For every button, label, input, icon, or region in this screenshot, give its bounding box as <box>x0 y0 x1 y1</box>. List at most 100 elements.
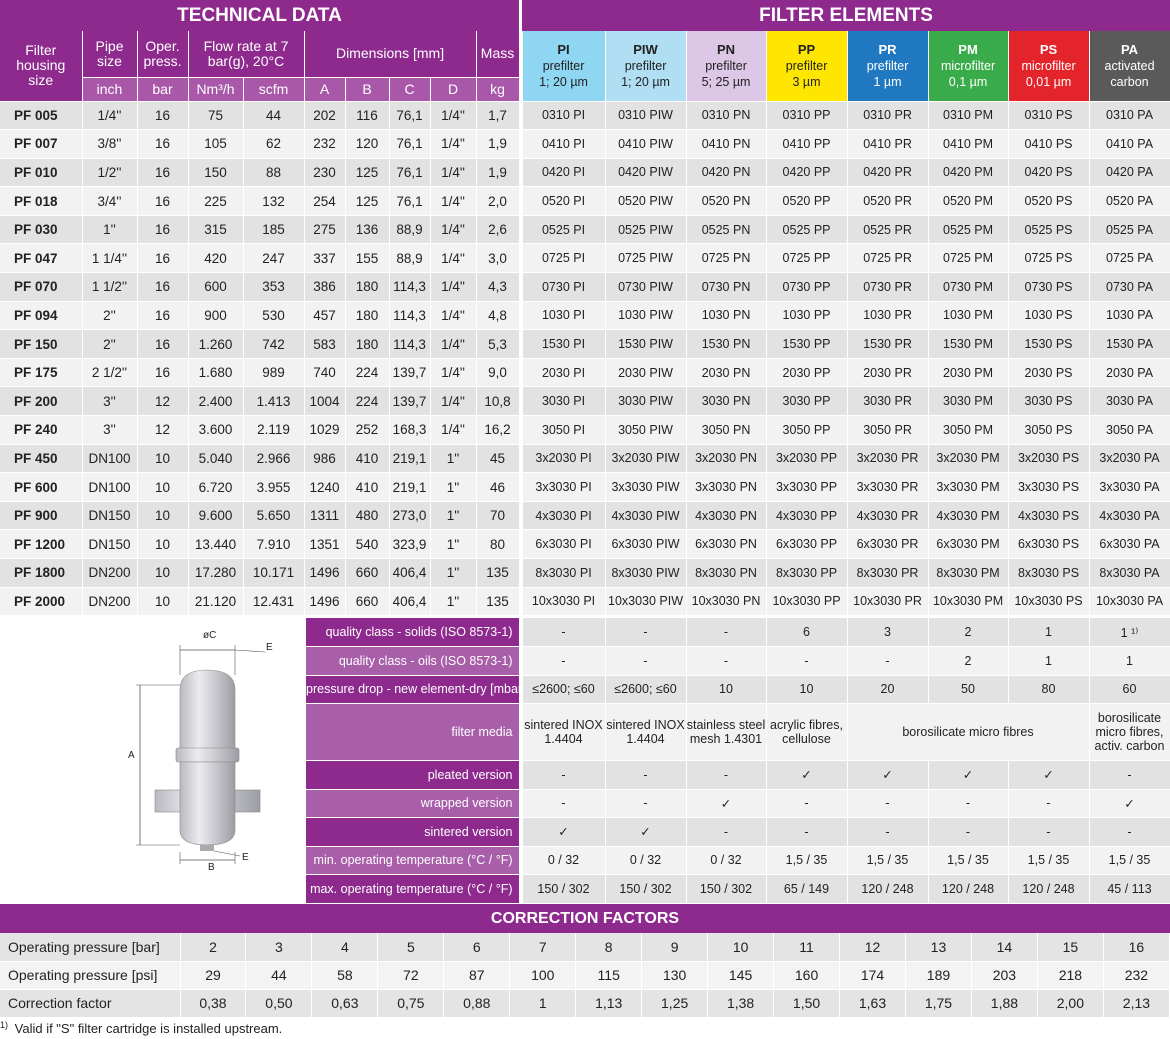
property-value: - <box>766 817 848 847</box>
cell-size: PF 600 <box>0 472 83 502</box>
correction-value: 0,63 <box>311 989 379 1018</box>
correction-value: 13 <box>905 933 972 962</box>
cell-nm3h: 9.600 <box>188 501 244 531</box>
cell-element-pr: 0420 PR <box>847 158 929 188</box>
cell-element-ps: 0730 PS <box>1008 272 1090 302</box>
correction-value: 10 <box>707 933 775 962</box>
cell-element-pi: 3x3030 PI <box>522 472 606 502</box>
property-row: wrapped version - - ✓ - - - - ✓ <box>306 789 1170 818</box>
property-value: - <box>686 760 767 790</box>
cell-element-pi: 3x2030 PI <box>522 444 606 474</box>
property-label: quality class - solids (ISO 8573-1) <box>306 618 520 647</box>
cell-a: 1311 <box>304 501 346 531</box>
cell-c: 76,1 <box>389 158 431 188</box>
label-diameter-c: øC <box>203 630 217 641</box>
cell-press: 16 <box>137 215 189 245</box>
cell-size: PF 175 <box>0 358 83 388</box>
correction-value: 1 <box>509 989 577 1018</box>
label-e-top: E <box>266 642 273 653</box>
cell-size: PF 018 <box>0 186 83 216</box>
cell-element-ps: 0310 PS <box>1008 101 1090 131</box>
cell-element-pp: 0520 PP <box>766 186 848 216</box>
cell-element-pp: 4x3030 PP <box>766 501 848 531</box>
cell-scfm: 247 <box>243 243 305 274</box>
cell-pipe: DN200 <box>82 587 138 617</box>
cell-scfm: 3.955 <box>243 472 305 502</box>
cell-element-pa: 2030 PA <box>1089 358 1170 388</box>
cell-element-pm: 10x3030 PM <box>928 587 1009 617</box>
cell-press: 10 <box>137 529 189 559</box>
cell-c: 406,4 <box>389 558 431 588</box>
cell-nm3h: 900 <box>188 301 244 331</box>
cell-element-pa: 8x3030 PA <box>1089 558 1170 588</box>
correction-value: 0,75 <box>377 989 445 1018</box>
cell-element-pp: 1030 PP <box>766 301 848 331</box>
cell-mass: 1,7 <box>476 101 520 131</box>
cell-a: 275 <box>304 215 346 245</box>
property-value: - <box>605 789 687 818</box>
cell-element-ps: 4x3030 PS <box>1008 501 1090 531</box>
property-value: 45 / 113 <box>1089 874 1170 904</box>
filter-housing-diagram: øC E A B E <box>100 630 310 880</box>
cell-element-ps: 3030 PS <box>1008 386 1090 417</box>
cell-element-pa: 10x3030 PA <box>1089 587 1170 617</box>
cell-c: 76,1 <box>389 186 431 216</box>
table-row: PF 005 1/4'' 16 75 44 202 116 76,1 1/4'' 1,7 0310 … <box>0 101 1170 131</box>
cell-scfm: 62 <box>243 129 305 159</box>
cell-c: 114,3 <box>389 301 431 331</box>
cell-c: 273,0 <box>389 501 431 531</box>
property-value: 1 <box>1008 618 1090 647</box>
property-value: ≤2600; ≤60 <box>605 675 687 704</box>
table-row: PF 018 3/4'' 16 225 132 254 125 76,1 1/4'' 2,0 052… <box>0 186 1170 216</box>
cell-a: 232 <box>304 129 346 159</box>
cell-element-pn: 10x3030 PN <box>686 587 767 617</box>
filter-media-value: borosilicate micro fibres <box>847 703 1090 761</box>
cell-element-pr: 0410 PR <box>847 129 929 159</box>
correction-value: 44 <box>245 961 313 990</box>
table-row: PF 1200 DN150 10 13.440 7.910 1351 540 323,9 1''… <box>0 529 1170 559</box>
cell-a: 1496 <box>304 558 346 588</box>
cell-element-pr: 0725 PR <box>847 243 929 274</box>
cell-element-pn: 3030 PN <box>686 386 767 417</box>
cell-element-pp: 0725 PP <box>766 243 848 274</box>
cell-element-pa: 4x3030 PA <box>1089 501 1170 531</box>
cell-d: 1/4'' <box>430 272 477 302</box>
unit-c: C <box>389 77 431 102</box>
property-value: - <box>847 789 929 818</box>
header-housing: Filter housing size <box>0 31 83 102</box>
property-value: - <box>1008 789 1090 818</box>
property-value: 2 <box>928 646 1009 676</box>
cell-c: 406,4 <box>389 587 431 617</box>
cell-scfm: 5.650 <box>243 501 305 531</box>
table-row: PF 150 2'' 16 1.260 742 583 180 114,3 1/4'' 5,3 15… <box>0 329 1170 359</box>
cell-c: 168,3 <box>389 415 431 445</box>
cell-b: 180 <box>345 329 390 359</box>
cell-pipe: 1/4'' <box>82 101 138 131</box>
cell-element-pa: 1030 PA <box>1089 301 1170 331</box>
cell-element-pa: 0725 PA <box>1089 243 1170 274</box>
cell-element-pi: 0410 PI <box>522 129 606 159</box>
filter-media-value: acrylic fibres, cellulose <box>766 703 848 761</box>
property-value: 1,5 / 35 <box>1089 846 1170 875</box>
cell-pipe: 2 1/2'' <box>82 358 138 388</box>
cell-b: 125 <box>345 158 390 188</box>
property-value: 1,5 / 35 <box>847 846 929 875</box>
cell-element-pp: 10x3030 PP <box>766 587 848 617</box>
table-row: PF 240 3'' 12 3.600 2.119 1029 252 168,3 1/4'' 16… <box>0 415 1170 445</box>
cell-press: 10 <box>137 501 189 531</box>
filter-media-value: stainless steel mesh 1.4301 <box>686 703 767 761</box>
property-row: sintered version ✓ ✓ - - - - - - <box>306 817 1170 847</box>
cell-element-pr: 0525 PR <box>847 215 929 245</box>
cell-mass: 46 <box>476 472 520 502</box>
cell-a: 1351 <box>304 529 346 559</box>
cell-press: 16 <box>137 186 189 216</box>
unit-d: D <box>430 77 477 102</box>
header-flow: Flow rate at 7 bar(g), 20°C <box>188 31 305 78</box>
footnote-mark: 1) <box>0 1020 9 1030</box>
correction-label: Operating pressure [bar] <box>0 933 181 962</box>
cell-element-pp: 8x3030 PP <box>766 558 848 588</box>
cell-a: 1496 <box>304 587 346 617</box>
correction-value: 2 <box>180 933 247 962</box>
cell-element-piw: 8x3030 PIW <box>605 558 687 588</box>
cell-element-pa: 0420 PA <box>1089 158 1170 188</box>
